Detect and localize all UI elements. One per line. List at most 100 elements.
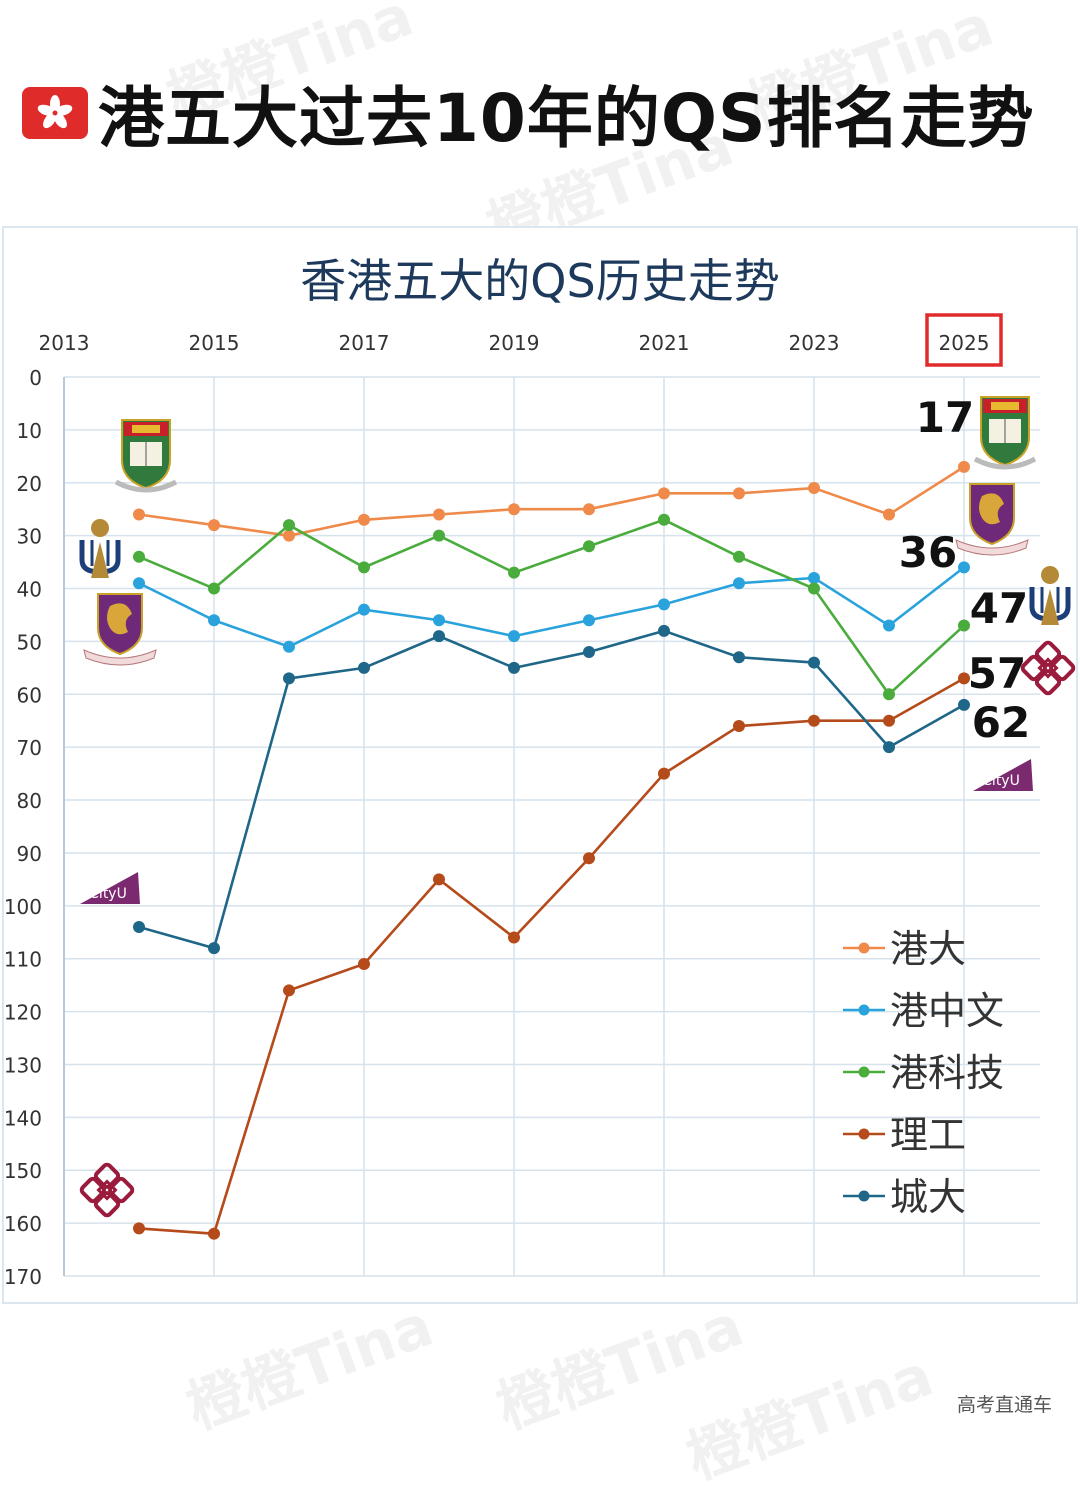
y-tick-label: 130 bbox=[4, 1053, 42, 1077]
chart-panel bbox=[2, 226, 1078, 1304]
y-tick-label: 50 bbox=[17, 630, 42, 654]
legend-marker bbox=[858, 1128, 870, 1140]
data-point bbox=[583, 540, 595, 553]
data-point bbox=[733, 720, 745, 733]
cityu-logo-text: CityU bbox=[982, 773, 1020, 789]
data-point bbox=[358, 603, 370, 616]
data-point bbox=[958, 460, 970, 473]
y-tick-label: 40 bbox=[17, 578, 42, 602]
hong-kong-flag-icon bbox=[22, 87, 88, 139]
hkust-logo-icon bbox=[79, 519, 121, 578]
data-point bbox=[583, 645, 595, 658]
hkust-logo-icon bbox=[1029, 566, 1071, 625]
data-point bbox=[883, 741, 895, 754]
data-point bbox=[433, 873, 445, 886]
x-tick-label: 2023 bbox=[789, 331, 840, 355]
data-point bbox=[733, 487, 745, 500]
data-point bbox=[808, 571, 820, 584]
legend-marker bbox=[858, 942, 870, 954]
x-tick-label: 2017 bbox=[339, 331, 390, 355]
page-title: 港五大过去10年的QS排名走势 bbox=[22, 70, 1072, 157]
data-point bbox=[358, 561, 370, 574]
data-point bbox=[283, 529, 295, 542]
series-line bbox=[138, 629, 965, 950]
y-tick-label: 30 bbox=[17, 525, 42, 549]
data-point bbox=[133, 920, 145, 933]
series-理工 bbox=[133, 672, 970, 1240]
data-point bbox=[883, 688, 895, 701]
legend-label: 城大 bbox=[890, 1175, 966, 1219]
y-tick-label: 0 bbox=[29, 366, 42, 390]
data-point bbox=[808, 714, 820, 727]
data-point bbox=[583, 503, 595, 516]
data-point bbox=[358, 957, 370, 970]
data-point bbox=[208, 582, 220, 595]
data-point bbox=[433, 529, 445, 542]
series-line bbox=[138, 518, 965, 697]
data-point bbox=[958, 698, 970, 711]
data-point bbox=[808, 582, 820, 595]
x-tick-label: 2025 bbox=[939, 331, 990, 355]
data-point bbox=[808, 482, 820, 495]
data-point bbox=[358, 513, 370, 526]
data-point bbox=[883, 508, 895, 521]
data-point bbox=[283, 984, 295, 997]
data-point bbox=[133, 550, 145, 563]
series-line bbox=[138, 465, 965, 537]
legend-label: 理工 bbox=[890, 1113, 966, 1157]
data-point bbox=[433, 630, 445, 643]
y-tick-label: 70 bbox=[17, 736, 42, 760]
y-tick-label: 80 bbox=[17, 789, 42, 813]
end-value-label: 36 bbox=[899, 528, 957, 577]
data-point bbox=[508, 630, 520, 643]
cityu-logo-icon: CityU bbox=[973, 759, 1033, 791]
data-point bbox=[133, 1222, 145, 1235]
legend-marker bbox=[858, 1004, 870, 1016]
y-tick-label: 110 bbox=[4, 948, 42, 972]
cityu-logo-icon: CityU bbox=[80, 872, 140, 904]
legend-label: 港中文 bbox=[890, 989, 1004, 1033]
y-tick-label: 120 bbox=[4, 1001, 42, 1025]
cuhk-crest-icon bbox=[83, 593, 157, 666]
end-value-label: 47 bbox=[970, 584, 1028, 633]
data-point bbox=[658, 767, 670, 780]
x-tick-label: 2021 bbox=[639, 331, 690, 355]
y-tick-label: 20 bbox=[17, 472, 42, 496]
y-tick-label: 60 bbox=[17, 683, 42, 707]
data-point bbox=[283, 672, 295, 685]
end-value-label: 57 bbox=[968, 649, 1026, 698]
data-point bbox=[208, 1227, 220, 1240]
x-tick-label: 2013 bbox=[39, 331, 90, 355]
cityu-logo-text: CityU bbox=[89, 886, 127, 902]
series-港科技 bbox=[133, 513, 970, 701]
polyu-logo-icon bbox=[79, 1162, 135, 1218]
y-tick-label: 90 bbox=[17, 842, 42, 866]
data-point bbox=[208, 519, 220, 532]
data-point bbox=[808, 656, 820, 669]
data-point bbox=[283, 519, 295, 532]
data-point bbox=[433, 508, 445, 521]
hku-crest-icon bbox=[114, 419, 178, 493]
data-point bbox=[733, 550, 745, 563]
data-point bbox=[208, 614, 220, 627]
hku-crest-icon bbox=[973, 396, 1037, 470]
data-point bbox=[583, 852, 595, 865]
data-point bbox=[883, 714, 895, 727]
series-line bbox=[138, 677, 965, 1236]
data-point bbox=[658, 598, 670, 611]
data-point bbox=[583, 614, 595, 627]
data-point bbox=[208, 942, 220, 955]
footer-brand: 高考直通车 bbox=[956, 1394, 1052, 1416]
qs-ranking-chart: 香港五大的QS历史走势 0 10 20 30 40 50 60 70 80 90 100 110 120 1… bbox=[4, 254, 1076, 1289]
data-point bbox=[433, 614, 445, 627]
legend-marker bbox=[858, 1066, 870, 1078]
end-value-label: 17 bbox=[916, 393, 974, 442]
data-point bbox=[133, 508, 145, 521]
legend-label: 港大 bbox=[890, 927, 966, 971]
series-港中文 bbox=[133, 561, 970, 653]
cuhk-crest-icon bbox=[955, 483, 1029, 556]
y-tick-label: 170 bbox=[4, 1265, 42, 1289]
data-point bbox=[508, 566, 520, 579]
series-line bbox=[138, 566, 965, 649]
